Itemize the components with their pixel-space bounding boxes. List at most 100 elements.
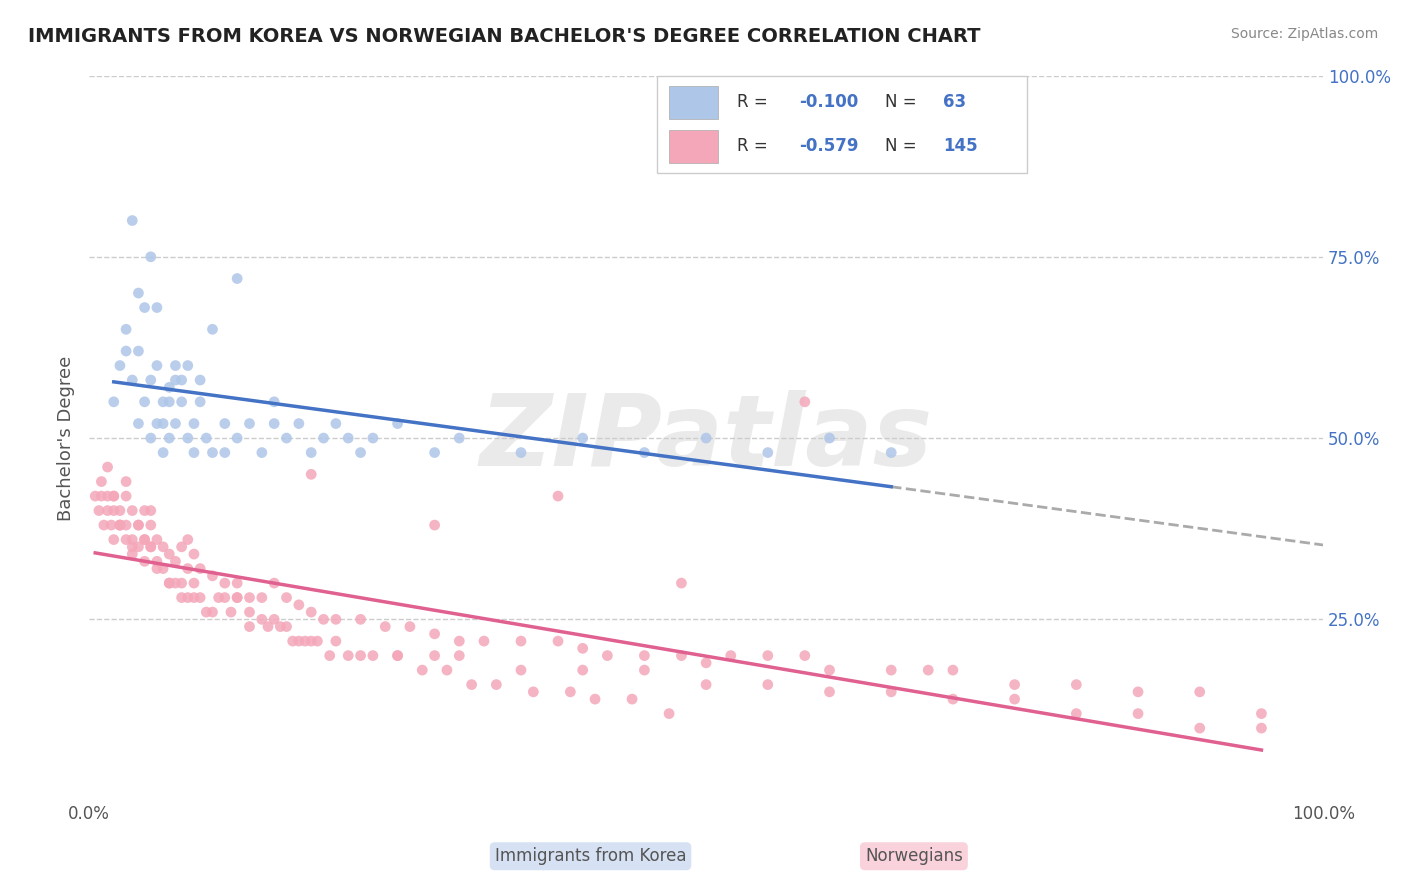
Point	[1066, 706, 1088, 721]
Point	[596, 648, 619, 663]
Point	[325, 612, 347, 626]
Bar	[669, 87, 718, 119]
Point	[121, 213, 143, 227]
Point	[152, 394, 174, 409]
Point	[121, 373, 143, 387]
Point	[793, 648, 815, 663]
Point	[522, 685, 544, 699]
Point	[170, 373, 193, 387]
Point	[152, 445, 174, 459]
Point	[756, 445, 779, 459]
Point	[208, 591, 231, 605]
Point	[226, 591, 249, 605]
Point	[294, 634, 316, 648]
Point	[583, 692, 606, 706]
Point	[127, 344, 149, 359]
Point	[288, 417, 311, 431]
Point	[1250, 721, 1272, 735]
Point	[177, 591, 200, 605]
Point	[238, 605, 260, 619]
Text: -0.100: -0.100	[799, 94, 858, 112]
Text: -0.579: -0.579	[799, 136, 858, 155]
Point	[170, 576, 193, 591]
Point	[188, 394, 211, 409]
Text: IMMIGRANTS FROM KOREA VS NORWEGIAN BACHELOR'S DEGREE CORRELATION CHART: IMMIGRANTS FROM KOREA VS NORWEGIAN BACHE…	[28, 27, 980, 45]
Point	[157, 431, 180, 445]
Point	[127, 417, 149, 431]
Text: ZIPatlas: ZIPatlas	[479, 390, 932, 486]
Point	[152, 540, 174, 554]
Point	[183, 547, 205, 561]
Point	[695, 677, 717, 691]
Point	[165, 554, 187, 568]
Point	[183, 445, 205, 459]
Point	[214, 576, 236, 591]
Point	[127, 540, 149, 554]
Point	[165, 417, 187, 431]
Point	[299, 467, 322, 482]
Point	[157, 547, 180, 561]
Point	[238, 417, 260, 431]
Point	[170, 394, 193, 409]
Point	[349, 612, 371, 626]
Point	[201, 445, 224, 459]
Point	[671, 648, 693, 663]
Point	[312, 431, 335, 445]
Text: Immigrants from Korea: Immigrants from Korea	[495, 847, 686, 865]
Point	[571, 663, 593, 677]
Point	[337, 648, 360, 663]
Point	[436, 663, 458, 677]
Point	[134, 394, 156, 409]
Point	[756, 677, 779, 691]
Point	[177, 533, 200, 547]
Text: R =: R =	[737, 136, 773, 155]
Point	[90, 475, 112, 489]
Point	[361, 431, 384, 445]
Point	[281, 634, 304, 648]
Point	[157, 576, 180, 591]
Point	[84, 489, 107, 503]
Point	[547, 634, 569, 648]
Point	[250, 591, 273, 605]
Point	[276, 591, 298, 605]
Point	[87, 503, 110, 517]
Point	[269, 619, 291, 633]
Point	[157, 394, 180, 409]
Point	[195, 605, 218, 619]
Point	[108, 359, 131, 373]
Bar	[669, 130, 718, 162]
Point	[134, 533, 156, 547]
Point	[299, 445, 322, 459]
Point	[263, 394, 285, 409]
Point	[818, 663, 841, 677]
Point	[201, 322, 224, 336]
Point	[108, 518, 131, 533]
Point	[115, 322, 138, 336]
Point	[121, 503, 143, 517]
Point	[103, 503, 125, 517]
Point	[97, 503, 120, 517]
Point	[411, 663, 433, 677]
Point	[134, 503, 156, 517]
Point	[387, 417, 409, 431]
Point	[103, 533, 125, 547]
Point	[423, 445, 446, 459]
Point	[818, 431, 841, 445]
Point	[319, 648, 342, 663]
Point	[188, 373, 211, 387]
Point	[263, 417, 285, 431]
Text: 63: 63	[943, 94, 966, 112]
Point	[349, 445, 371, 459]
Text: 145: 145	[943, 136, 977, 155]
Point	[127, 518, 149, 533]
Point	[195, 431, 218, 445]
Point	[423, 518, 446, 533]
Point	[349, 648, 371, 663]
Point	[139, 431, 162, 445]
Point	[152, 561, 174, 575]
Point	[460, 677, 482, 691]
Point	[121, 533, 143, 547]
Point	[183, 591, 205, 605]
Point	[165, 359, 187, 373]
Text: R =: R =	[737, 94, 773, 112]
